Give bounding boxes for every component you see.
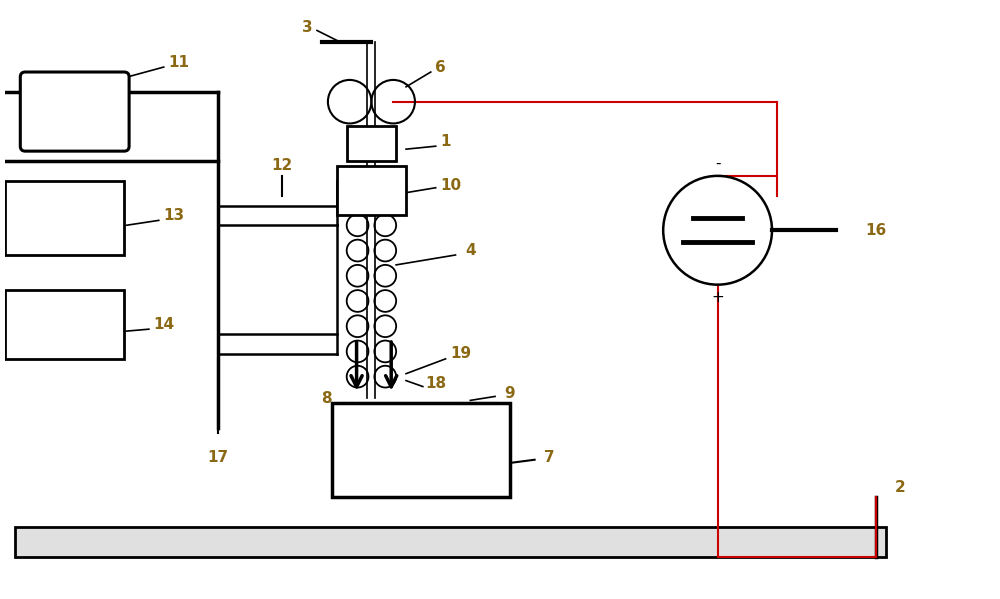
Bar — [25, 77, 124, 146]
Text: 4: 4 — [465, 243, 476, 258]
Text: 8: 8 — [322, 391, 332, 406]
Text: 18: 18 — [425, 376, 446, 391]
Text: 14: 14 — [153, 317, 174, 332]
Bar — [15, 527, 886, 556]
Bar — [337, 166, 406, 216]
Text: 12: 12 — [272, 159, 293, 174]
Text: 9: 9 — [505, 386, 515, 401]
Text: -: - — [715, 156, 720, 171]
Bar — [347, 126, 396, 161]
Text: 2: 2 — [895, 480, 906, 495]
Text: +: + — [711, 289, 724, 305]
Text: 16: 16 — [865, 223, 886, 238]
Bar — [332, 403, 510, 497]
Text: 17: 17 — [208, 450, 229, 465]
FancyBboxPatch shape — [20, 72, 129, 151]
Text: 3: 3 — [302, 20, 312, 35]
Text: 19: 19 — [450, 346, 471, 361]
Text: 1: 1 — [440, 134, 451, 149]
Text: 7: 7 — [544, 450, 555, 465]
Text: 6: 6 — [435, 59, 446, 74]
Text: 11: 11 — [168, 55, 189, 69]
Bar — [5, 289, 124, 359]
Bar — [5, 181, 124, 255]
Text: 10: 10 — [440, 179, 461, 193]
Text: 13: 13 — [163, 208, 184, 223]
